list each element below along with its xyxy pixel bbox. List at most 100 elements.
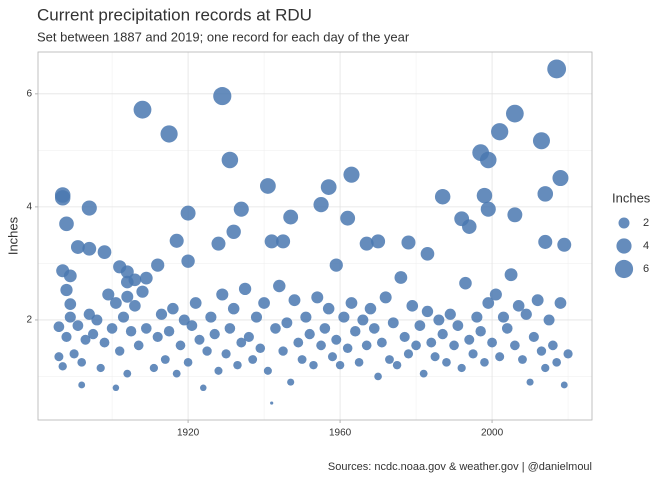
point bbox=[213, 87, 232, 106]
point bbox=[181, 254, 195, 268]
legend-label: 4 bbox=[643, 240, 649, 252]
point bbox=[538, 234, 553, 249]
point bbox=[376, 337, 387, 348]
point bbox=[319, 323, 331, 334]
point bbox=[293, 337, 304, 348]
point bbox=[141, 323, 152, 334]
point bbox=[354, 358, 364, 367]
point bbox=[543, 314, 555, 326]
point bbox=[497, 311, 510, 323]
point bbox=[537, 186, 554, 202]
point bbox=[151, 258, 165, 272]
point bbox=[528, 331, 539, 342]
panel-border bbox=[37, 51, 593, 421]
point bbox=[80, 334, 91, 345]
point bbox=[169, 233, 184, 248]
point bbox=[125, 326, 137, 337]
point bbox=[411, 340, 421, 351]
point bbox=[563, 349, 573, 359]
point bbox=[258, 297, 270, 309]
point bbox=[444, 308, 456, 320]
point bbox=[385, 355, 394, 364]
point bbox=[278, 346, 288, 356]
point bbox=[211, 236, 226, 251]
point bbox=[236, 337, 247, 348]
point bbox=[430, 352, 440, 362]
point bbox=[133, 340, 144, 351]
point bbox=[81, 200, 97, 216]
point bbox=[304, 328, 315, 340]
point bbox=[264, 234, 279, 249]
point bbox=[547, 59, 567, 79]
point bbox=[202, 346, 212, 356]
point bbox=[160, 355, 170, 364]
point bbox=[209, 328, 220, 340]
point bbox=[552, 358, 561, 367]
point bbox=[480, 358, 489, 367]
point bbox=[270, 323, 281, 334]
point bbox=[343, 166, 360, 183]
point bbox=[227, 302, 240, 315]
point bbox=[327, 352, 337, 362]
point bbox=[102, 288, 115, 301]
point bbox=[309, 360, 318, 370]
point bbox=[54, 190, 71, 206]
point bbox=[82, 241, 97, 256]
point bbox=[421, 305, 434, 318]
point bbox=[414, 320, 426, 331]
x-tick-label: 2000 bbox=[481, 428, 504, 439]
point bbox=[283, 209, 299, 225]
point bbox=[121, 290, 134, 303]
point bbox=[58, 362, 67, 371]
point bbox=[259, 178, 276, 194]
point bbox=[54, 352, 64, 362]
point bbox=[374, 372, 382, 381]
point bbox=[471, 311, 483, 323]
point bbox=[406, 300, 419, 312]
point bbox=[361, 340, 372, 351]
point bbox=[120, 265, 134, 279]
point bbox=[233, 201, 249, 217]
point bbox=[401, 235, 416, 250]
point bbox=[70, 240, 85, 254]
point bbox=[87, 328, 99, 340]
point bbox=[96, 363, 105, 373]
point bbox=[476, 187, 493, 204]
point bbox=[560, 381, 568, 389]
point bbox=[287, 378, 295, 386]
point bbox=[189, 297, 202, 309]
point bbox=[106, 323, 118, 334]
point bbox=[123, 369, 132, 378]
point bbox=[53, 321, 65, 333]
point bbox=[394, 271, 408, 284]
point bbox=[335, 360, 345, 370]
point bbox=[442, 358, 451, 367]
legend-key bbox=[618, 217, 630, 229]
point bbox=[224, 323, 236, 334]
point bbox=[368, 323, 380, 334]
point bbox=[387, 317, 399, 329]
point bbox=[64, 298, 77, 310]
point bbox=[371, 234, 386, 249]
chart-subtitle: Set between 1887 and 2019; one record fo… bbox=[37, 29, 410, 44]
point bbox=[420, 246, 435, 261]
point bbox=[149, 363, 159, 373]
point bbox=[449, 340, 459, 351]
point bbox=[331, 334, 342, 345]
point bbox=[526, 378, 534, 386]
point bbox=[72, 320, 84, 331]
point bbox=[60, 283, 73, 297]
point bbox=[452, 320, 464, 331]
point bbox=[338, 311, 350, 323]
point bbox=[281, 317, 293, 329]
point bbox=[475, 326, 486, 337]
point bbox=[468, 349, 478, 359]
point bbox=[221, 151, 239, 169]
y-axis-label: Inches bbox=[5, 216, 20, 255]
x-tick-label: 1920 bbox=[177, 428, 200, 439]
point bbox=[300, 311, 312, 323]
point bbox=[531, 294, 544, 307]
point bbox=[172, 369, 181, 378]
point bbox=[99, 337, 110, 348]
